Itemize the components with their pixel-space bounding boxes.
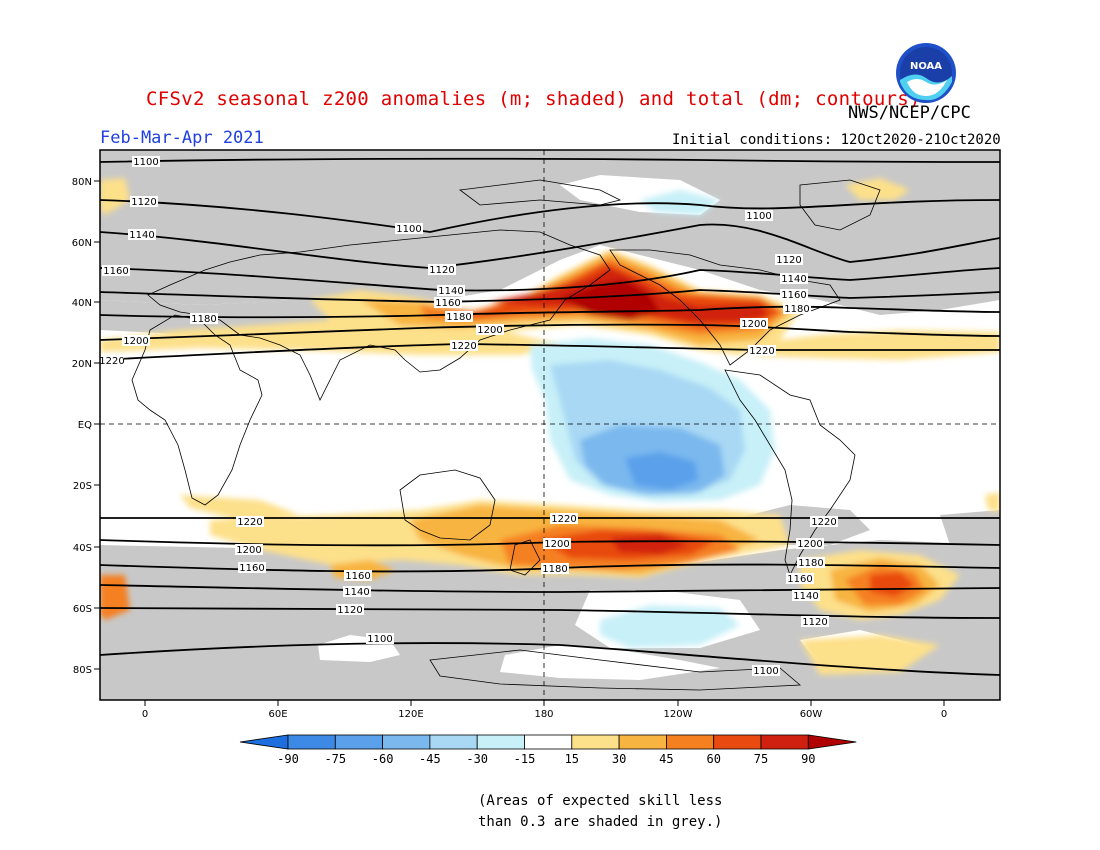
colorbar-tick-label: -60 — [372, 752, 394, 766]
lon-label: 180 — [534, 709, 553, 720]
contour-label: 1200 — [797, 539, 822, 550]
lon-label: 0 — [142, 709, 148, 720]
contour-label: 1140 — [793, 591, 818, 602]
contour-label: 1100 — [367, 634, 392, 645]
lon-label: 60E — [268, 709, 287, 720]
colorbar-arrow-right — [807, 734, 857, 750]
initial-conditions: Initial conditions: 12Oct2020-21Oct2020 — [672, 132, 1001, 148]
contour-label: 1160 — [787, 574, 812, 585]
colorbar-tick-label: 45 — [659, 752, 673, 766]
contour-label: 1140 — [344, 587, 369, 598]
map-frame — [99, 149, 1001, 701]
contour-label: 1220 — [451, 341, 476, 352]
colorbar-tick-label: -45 — [419, 752, 441, 766]
contour-label: 1160 — [435, 298, 460, 309]
lon-label: 120E — [398, 709, 423, 720]
colorbar-tick-label: -30 — [466, 752, 488, 766]
colorbar-arrow-left — [239, 734, 289, 750]
contour-label: 1160 — [103, 266, 128, 277]
colorbar-tick-label: 15 — [565, 752, 579, 766]
colorbar-segment — [382, 734, 431, 750]
forecast-period: Feb-Mar-Apr 2021 — [100, 128, 264, 148]
colorbar-tick-label: -90 — [277, 752, 299, 766]
contour-label: 1100 — [753, 666, 778, 677]
longitude-axis: 0 60E 120E 180 120W 60W 0 — [142, 700, 947, 720]
lon-label: 60W — [800, 709, 823, 720]
contour-label: 1220 — [551, 514, 576, 525]
colorbar-segment — [476, 734, 525, 750]
colorbar-tick-label: -15 — [514, 752, 536, 766]
lat-label: EQ — [78, 420, 92, 431]
latitude-axis: 80N 60N 40N 20N EQ 20S 40S 60S 80S — [72, 177, 100, 676]
contour-label: 1120 — [429, 265, 454, 276]
colorbar-tick-label: -75 — [324, 752, 346, 766]
contour-label: 1200 — [544, 539, 569, 550]
colorbar-segment — [287, 734, 336, 750]
colorbar-segment — [760, 734, 809, 750]
colorbar-tick-label: 60 — [706, 752, 720, 766]
contour-label: 1220 — [99, 356, 124, 367]
contour-label: 1200 — [741, 319, 766, 330]
chart-title: CFSv2 seasonal z200 anomalies (m; shaded… — [146, 88, 921, 110]
contour-label: 1180 — [784, 304, 809, 315]
colorbar-segment — [618, 734, 667, 750]
colorbar-tick-label: 30 — [612, 752, 626, 766]
contour-label: 1100 — [396, 224, 421, 235]
contour-label: 1120 — [131, 197, 156, 208]
agency-label: NWS/NCEP/CPC — [848, 103, 971, 123]
colorbar-segment — [524, 734, 573, 750]
skill-footnote: (Areas of expected skill less than 0.3 a… — [478, 791, 722, 833]
footnote-line-2: than 0.3 are shaded in grey.) — [478, 814, 723, 830]
contour-label: 1200 — [236, 545, 261, 556]
contour-value-labels: 1100 1120 1100 1100 1140 1120 1120 1160 … — [99, 156, 838, 677]
contour-label: 1200 — [477, 325, 502, 336]
colorbar-tick-label: 90 — [801, 752, 815, 766]
lat-label: 20S — [73, 481, 92, 492]
contour-label: 1140 — [129, 230, 154, 241]
contour-label: 1120 — [337, 605, 362, 616]
lat-label: 60S — [73, 604, 92, 615]
contour-label: 1200 — [123, 336, 148, 347]
contour-label: 1180 — [542, 564, 567, 575]
colorbar-segment — [571, 734, 620, 750]
contour-label: 1220 — [811, 517, 836, 528]
contour-label: 1100 — [746, 211, 771, 222]
lat-label: 40N — [72, 298, 92, 309]
lat-label: 60N — [72, 238, 92, 249]
contour-label: 1180 — [446, 312, 471, 323]
negative-anomalies — [530, 190, 775, 648]
colorbar-tick-label: 75 — [754, 752, 768, 766]
contour-label: 1120 — [802, 617, 827, 628]
contour-label: 1120 — [776, 255, 801, 266]
contour-label: 1220 — [749, 346, 774, 357]
contour-label: 1220 — [237, 517, 262, 528]
contour-label: 1160 — [781, 290, 806, 301]
contour-label: 1180 — [798, 558, 823, 569]
lat-label: 40S — [73, 543, 92, 554]
colorbar-segment — [713, 734, 762, 750]
contour-label: 1180 — [191, 314, 216, 325]
lat-label: 80S — [73, 665, 92, 676]
noaa-logo-icon: NOAA — [896, 43, 956, 103]
colorbar-segment — [666, 734, 715, 750]
contour-label: 1140 — [438, 286, 463, 297]
contour-label: 1100 — [133, 157, 158, 168]
lat-label: 80N — [72, 177, 92, 188]
logo-text: NOAA — [910, 61, 942, 72]
footnote-line-1: (Areas of expected skill less — [478, 793, 723, 809]
lon-label: 0 — [941, 709, 947, 720]
colorbar-segment — [334, 734, 383, 750]
lon-label: 120W — [664, 709, 693, 720]
contour-label: 1160 — [239, 563, 264, 574]
contour-label: 1140 — [781, 274, 806, 285]
contour-label: 1160 — [345, 571, 370, 582]
colorbar: -90 -75 -60 -45 -30 -15 15 30 45 60 75 90 — [239, 734, 857, 766]
lat-label: 20N — [72, 359, 92, 370]
map-panel — [100, 150, 1000, 700]
colorbar-segment — [429, 734, 478, 750]
